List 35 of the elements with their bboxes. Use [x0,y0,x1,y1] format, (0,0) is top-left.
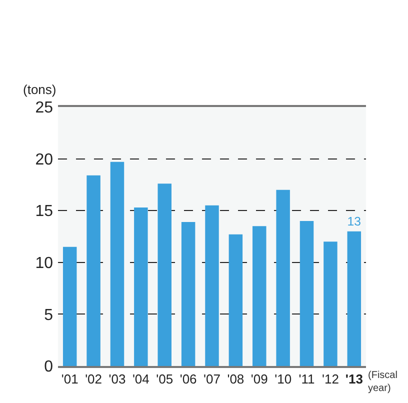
y-tick-label: 5 [44,306,54,324]
x-tick-label: '12 [322,372,339,387]
x-tick-label: '09 [250,372,268,387]
bar [252,226,266,366]
x-tick-label: '02 [85,372,102,387]
x-tick-label: '03 [108,372,126,387]
x-tick-label: '11 [298,372,315,387]
x-tick-label: '13 [345,372,363,387]
bar [300,220,314,366]
y-tick-label: 20 [35,151,54,168]
x-tick-label: '10 [274,372,292,387]
y-tick-label: 15 [35,203,54,220]
bar [181,222,196,366]
bar [86,175,100,366]
bar [62,246,77,366]
bar [276,190,290,366]
bar [228,234,243,366]
y-axis-title: (tons) [23,82,56,97]
bar [205,205,219,366]
y-tick-label: 0 [44,358,54,376]
y-tick-label: 10 [35,255,54,272]
bar [110,162,124,366]
x-tick-label: '04 [132,372,150,387]
x-tick-label: '05 [156,372,174,387]
bar [158,184,172,366]
y-tick-label: 25 [35,100,54,117]
bar [324,242,338,366]
data-label: 13 [347,214,362,228]
x-tick-label: '06 [180,372,197,387]
bar [347,231,362,366]
x-tick-label: '01 [61,372,78,387]
bar [134,207,148,366]
x-tick-label: '07 [204,372,220,387]
x-tick-label: '08 [227,372,244,387]
x-axis-title: (Fiscal year) [368,370,398,394]
